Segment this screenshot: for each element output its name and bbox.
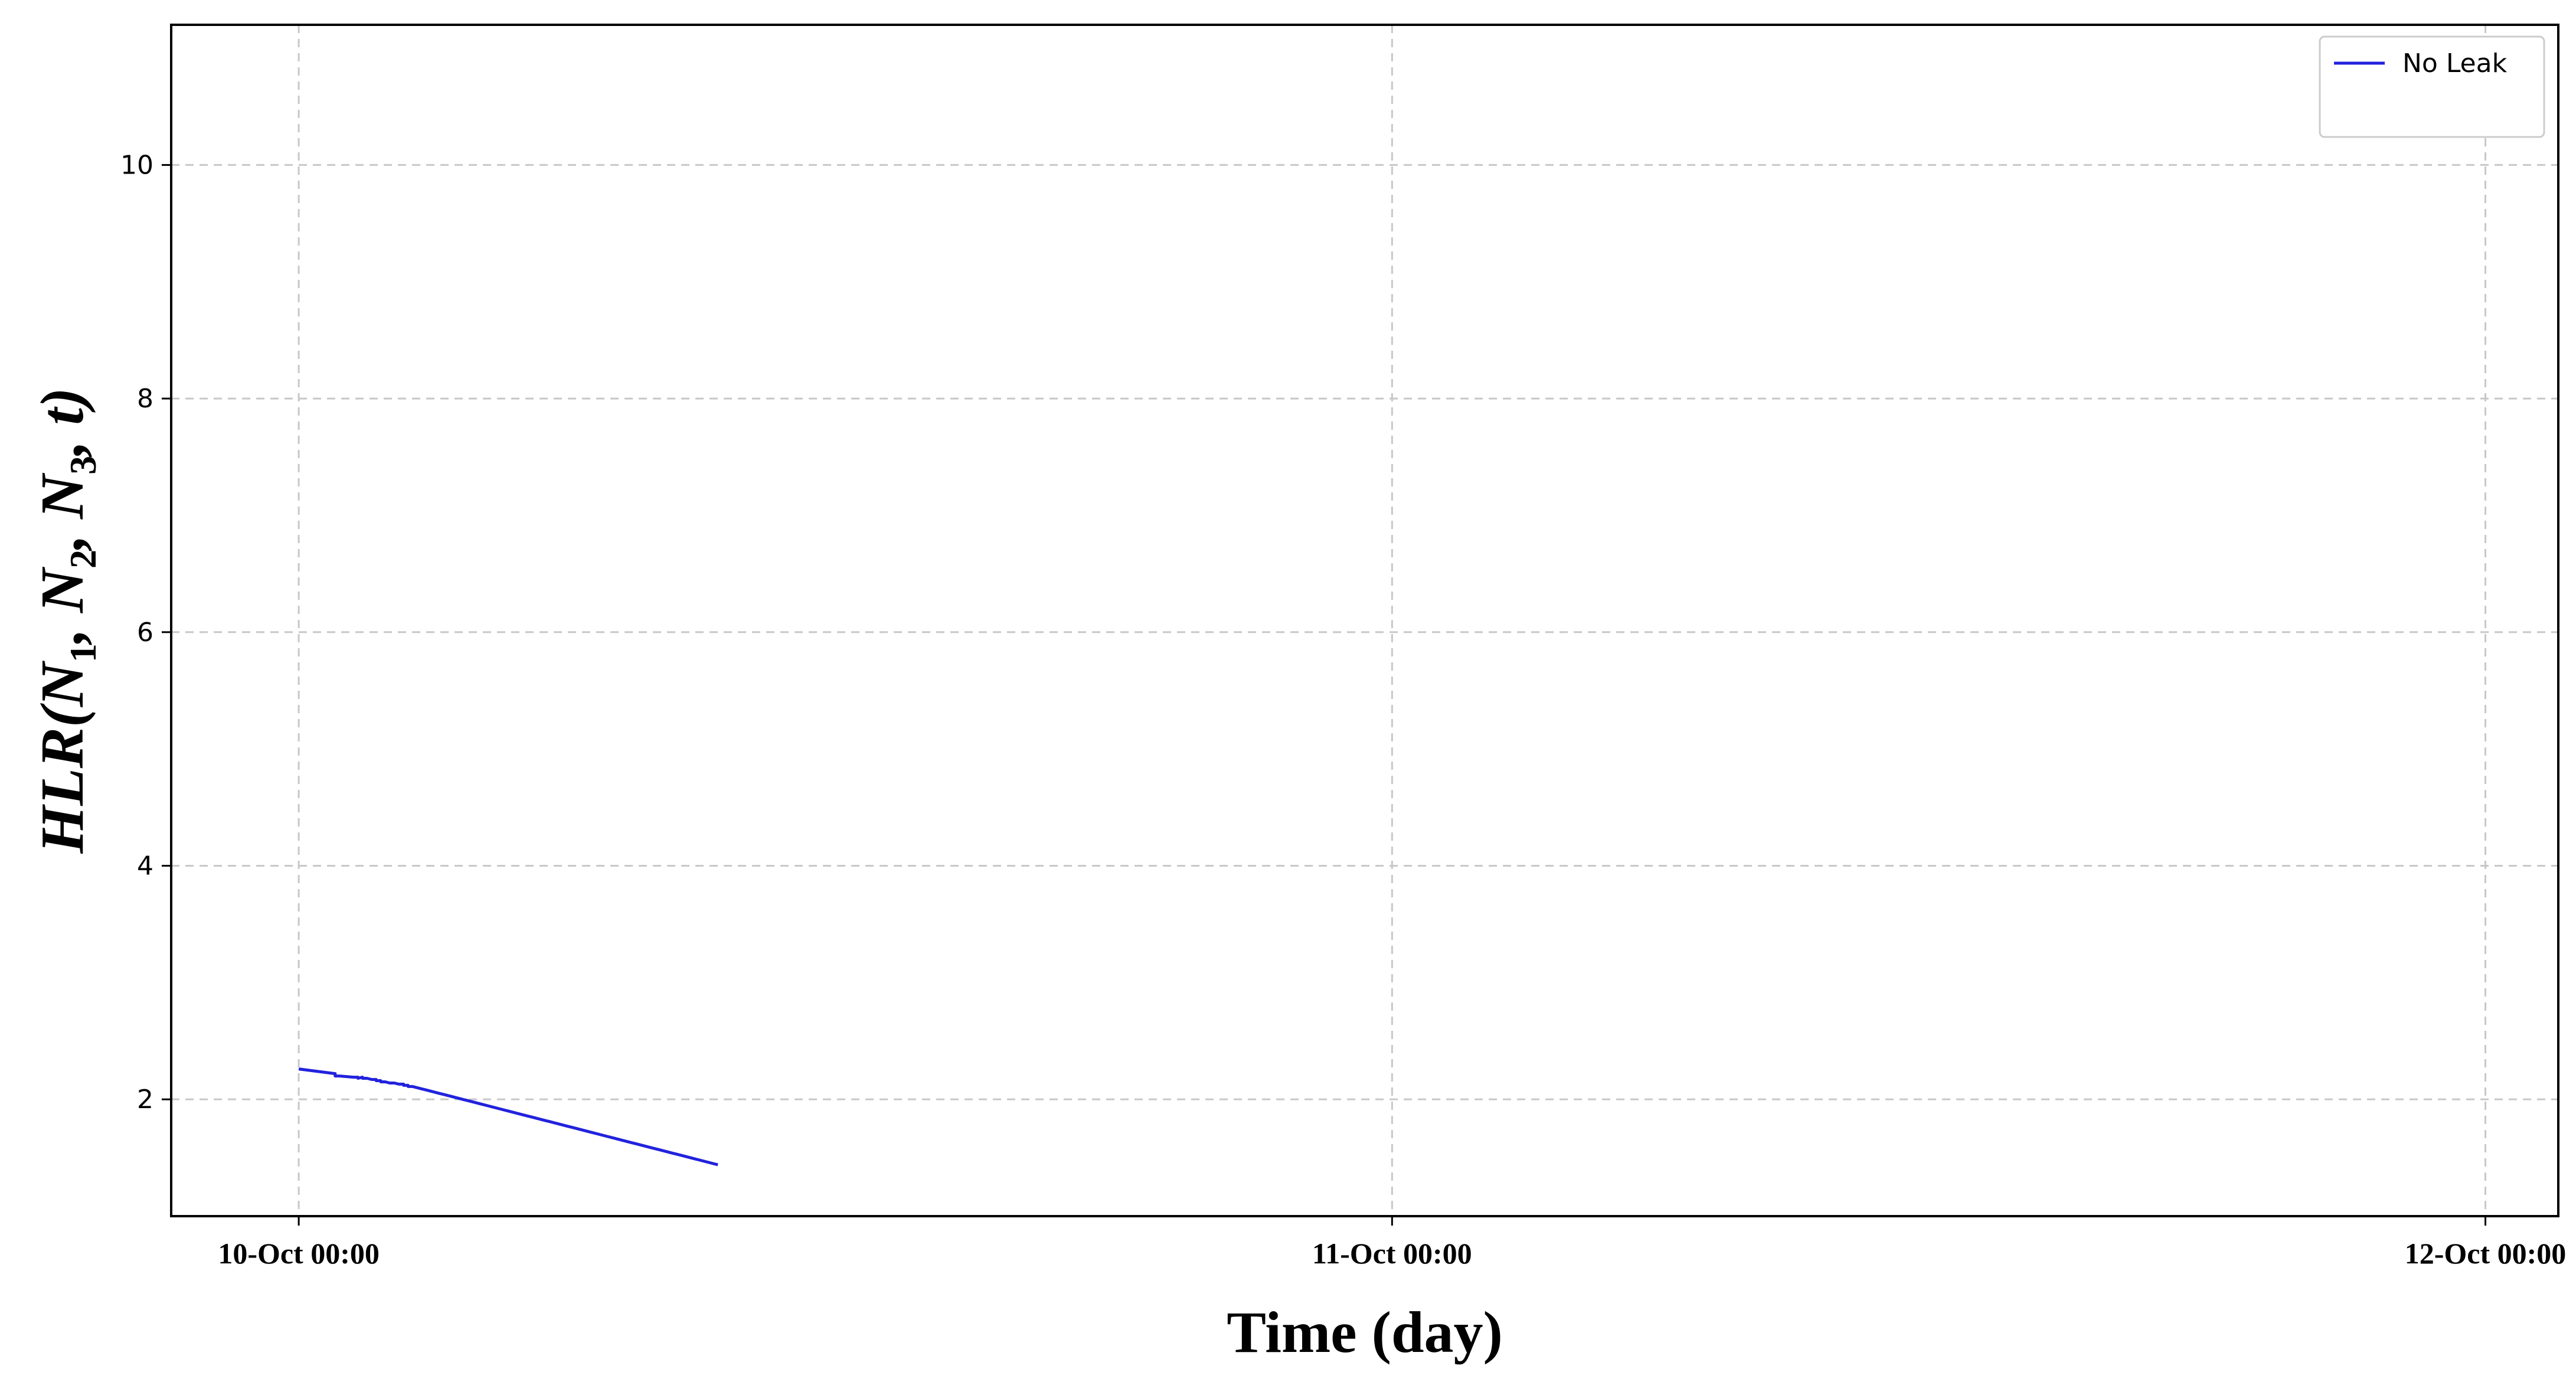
y-label-main: HLR(N: [28, 660, 96, 854]
x-axis-label: Time (day): [1227, 1299, 1503, 1365]
y-label-sep-2: , N: [28, 472, 96, 551]
x-tick-label: 12-Oct 00:00: [2405, 1237, 2567, 1270]
x-tick-label: 10-Oct 00:00: [218, 1237, 380, 1270]
grid-lines: [171, 25, 2558, 1216]
y-tick-label: 8: [137, 384, 153, 414]
y-axis-ticks: 2 4 6 8 10: [120, 150, 171, 1115]
legend-entry: No Leak: [2402, 48, 2508, 79]
y-label-sub-3: 3: [62, 456, 104, 475]
y-tick-label: 2: [137, 1085, 153, 1115]
x-axis-ticks: 10-Oct 00:00 11-Oct 00:00 12-Oct 00:00: [218, 1216, 2566, 1270]
series-lines: [298, 1067, 718, 1167]
series-line-no-leak: [298, 1067, 718, 1167]
y-axis-label: HLR(N1, N2, N3, t): [28, 387, 104, 854]
y-label-sub-1: 1: [62, 643, 104, 662]
y-label-end: , t): [28, 387, 96, 458]
x-tick-label: 11-Oct 00:00: [1312, 1237, 1472, 1270]
legend: No Leak: [2319, 35, 2545, 138]
y-tick-label: 10: [120, 150, 153, 180]
svg-text:HLR(N1, N2, N3, t): HLR(N1, N2, N3, t): [28, 387, 104, 854]
y-tick-label: 6: [137, 618, 153, 648]
plot-area-frame: [170, 24, 2559, 1217]
y-tick-label: 4: [137, 851, 153, 881]
y-label-sub-2: 2: [62, 550, 104, 569]
y-label-sep-1: , N: [28, 566, 96, 645]
